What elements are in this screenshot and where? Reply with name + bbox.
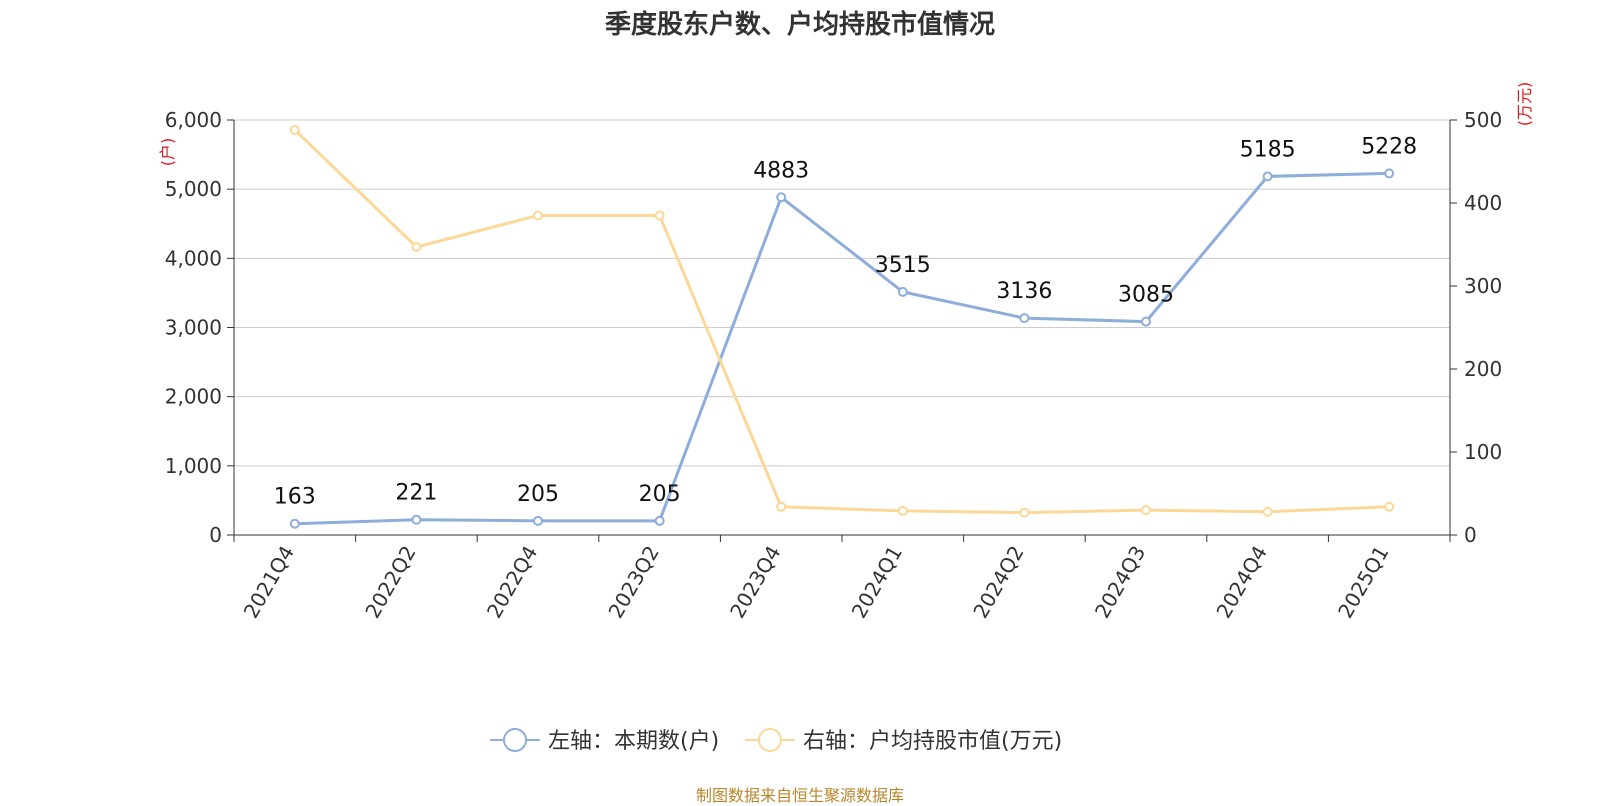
right-tick-label: 200 bbox=[1464, 357, 1502, 381]
right-axis-unit: (万元) bbox=[1515, 82, 1534, 127]
series-line-1 bbox=[294, 171, 1390, 526]
left-tick-label: 3,000 bbox=[165, 316, 222, 340]
legend-marker bbox=[503, 728, 527, 752]
legend-item-2[interactable]: 右轴：户均持股市值(万元) bbox=[745, 728, 1062, 754]
series-1-point bbox=[411, 514, 422, 525]
data-label: 4883 bbox=[753, 158, 809, 183]
legend: 左轴：本期数(户) 右轴：户均持股市值(万元) bbox=[490, 728, 1062, 754]
left-tick-label: 1,000 bbox=[165, 454, 222, 478]
left-axis-unit: (户) bbox=[158, 138, 177, 167]
right-tick-label: 0 bbox=[1464, 523, 1477, 547]
series-1-point bbox=[897, 286, 908, 297]
series-1-point bbox=[533, 515, 543, 526]
axes: 0 1,000 2,000 3,000 4,000 5,000 6,000 0 100 200 30… bbox=[158, 82, 1534, 622]
x-tick-label: 2023Q4 bbox=[725, 542, 785, 623]
series-1-point bbox=[1384, 168, 1395, 179]
series-1-point bbox=[289, 518, 300, 529]
data-label: 5185 bbox=[1240, 137, 1296, 162]
left-tick-label: 0 bbox=[209, 523, 222, 547]
series-1-point bbox=[654, 515, 665, 526]
series-2-point bbox=[776, 501, 787, 512]
series-1-point bbox=[776, 192, 787, 203]
series-lines bbox=[289, 124, 1395, 529]
source-note: 制图数据来自恒生聚源数据库 bbox=[695, 786, 904, 805]
series-2-point bbox=[411, 241, 422, 252]
data-label: 205 bbox=[517, 482, 559, 507]
x-tick-label: 2023Q2 bbox=[603, 542, 663, 623]
legend-label: 右轴：户均持股市值(万元) bbox=[803, 729, 1062, 754]
legend-label: 左轴：本期数(户) bbox=[548, 729, 719, 754]
left-tick-label: 5,000 bbox=[165, 177, 222, 201]
x-tick-label: 2024Q4 bbox=[1211, 542, 1271, 623]
data-label: 221 bbox=[395, 481, 437, 506]
data-label: 3085 bbox=[1118, 283, 1174, 308]
x-tick-label: 2024Q1 bbox=[847, 542, 907, 623]
data-label: 5228 bbox=[1361, 134, 1417, 159]
legend-item-1[interactable]: 左轴：本期数(户) bbox=[490, 728, 719, 754]
series-1-point bbox=[1262, 171, 1273, 182]
data-label: 205 bbox=[639, 482, 681, 507]
data-labels: 163 221 205 205 4883 3515 3136 3085 5185 5228 bbox=[274, 134, 1417, 509]
left-tick-label: 6,000 bbox=[165, 108, 222, 132]
data-label: 3136 bbox=[996, 279, 1052, 304]
series-1-point bbox=[1141, 316, 1151, 327]
series-2-point bbox=[1019, 507, 1030, 518]
series-2-point bbox=[654, 210, 665, 221]
series-2-point bbox=[1141, 505, 1151, 516]
x-tick-label: 2022Q4 bbox=[482, 542, 542, 623]
series-2-point bbox=[533, 210, 543, 221]
x-tick-label: 2021Q4 bbox=[239, 542, 299, 623]
data-label: 3515 bbox=[875, 253, 931, 278]
x-tick-label: 2024Q2 bbox=[968, 542, 1028, 623]
grid-lines bbox=[234, 119, 1450, 467]
series-1-point bbox=[1019, 313, 1030, 324]
series-2-point bbox=[1262, 506, 1273, 517]
right-tick-label: 500 bbox=[1464, 108, 1502, 132]
chart-title: 季度股东户数、户均持股市值情况 bbox=[604, 10, 995, 40]
right-tick-label: 100 bbox=[1464, 440, 1502, 464]
legend-marker bbox=[758, 728, 782, 752]
right-tick-label: 400 bbox=[1464, 191, 1502, 215]
right-tick-label: 300 bbox=[1464, 274, 1502, 298]
left-tick-label: 2,000 bbox=[165, 385, 222, 409]
x-tick-label: 2024Q3 bbox=[1090, 542, 1150, 623]
data-label: 163 bbox=[274, 485, 316, 510]
series-line-2 bbox=[293, 128, 1390, 515]
x-tick-label: 2022Q2 bbox=[360, 542, 420, 623]
series-2-point bbox=[897, 505, 908, 516]
series-2-point bbox=[1384, 501, 1395, 512]
left-tick-label: 4,000 bbox=[165, 246, 222, 270]
series-2-point bbox=[289, 124, 300, 135]
x-tick-label: 2025Q1 bbox=[1333, 542, 1393, 623]
